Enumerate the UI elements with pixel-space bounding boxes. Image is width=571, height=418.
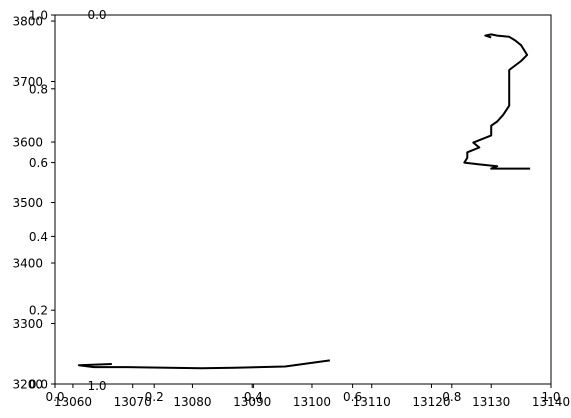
- secondary-y-tick-label: 0.8: [29, 82, 48, 96]
- inset-bottom-label: 1.0: [87, 379, 106, 393]
- secondary-y-tick-label: 0.6: [29, 156, 48, 170]
- x-tick-label: 13140: [532, 395, 570, 409]
- x-tick-label: 13100: [293, 395, 331, 409]
- y-tick-label: 3600: [12, 136, 43, 150]
- x-tick-label: 13120: [412, 395, 450, 409]
- secondary-y-tick-label: 0.0: [29, 378, 48, 392]
- y-tick-label: 3300: [12, 317, 43, 331]
- y-tick-label: 3800: [12, 15, 43, 29]
- series-1: [77, 359, 331, 370]
- x-tick-label: 13090: [233, 395, 271, 409]
- inset-axes: 0.01.0: [87, 8, 106, 393]
- series-group: [77, 33, 531, 370]
- y-tick-label: 3500: [12, 196, 43, 210]
- x-tick-label: 13110: [353, 395, 391, 409]
- primary-axis-ticks: 13060 13070 13080 13090 13100 13110 13120 13130…: [12, 15, 570, 409]
- secondary-y-tick-label: 1.0: [29, 9, 48, 23]
- secondary-x-tick-label: 0.4: [244, 390, 263, 404]
- secondary-x-tick-label: 0.0: [45, 390, 64, 404]
- series-2: [463, 33, 531, 170]
- secondary-y-tick-label: 0.4: [29, 230, 48, 244]
- x-tick-label: 13130: [472, 395, 510, 409]
- x-tick-label: 13070: [114, 395, 152, 409]
- x-tick-label: 13060: [54, 395, 92, 409]
- series-line: [77, 359, 331, 370]
- axes-frame: [54, 14, 552, 385]
- secondary-x-tick-label: 0.6: [343, 390, 362, 404]
- secondary-x-tick-label: 0.8: [442, 390, 461, 404]
- secondary-y-tick-label: 0.2: [29, 304, 48, 318]
- y-tick-label: 3400: [12, 257, 43, 271]
- secondary-x-tick-label: 1.0: [541, 390, 560, 404]
- secondary-x-tick-label: 0.2: [145, 390, 164, 404]
- x-tick-label: 13080: [173, 395, 211, 409]
- y-tick-label: 3700: [12, 75, 43, 89]
- secondary-axis-ticks: 0.0 0.2 0.4 0.6 0.8 1.0 0.0 0.2 0.4 0.6 0.8 1.0: [29, 9, 561, 405]
- y-tick-label: 3200: [12, 378, 43, 392]
- series-line: [463, 33, 531, 170]
